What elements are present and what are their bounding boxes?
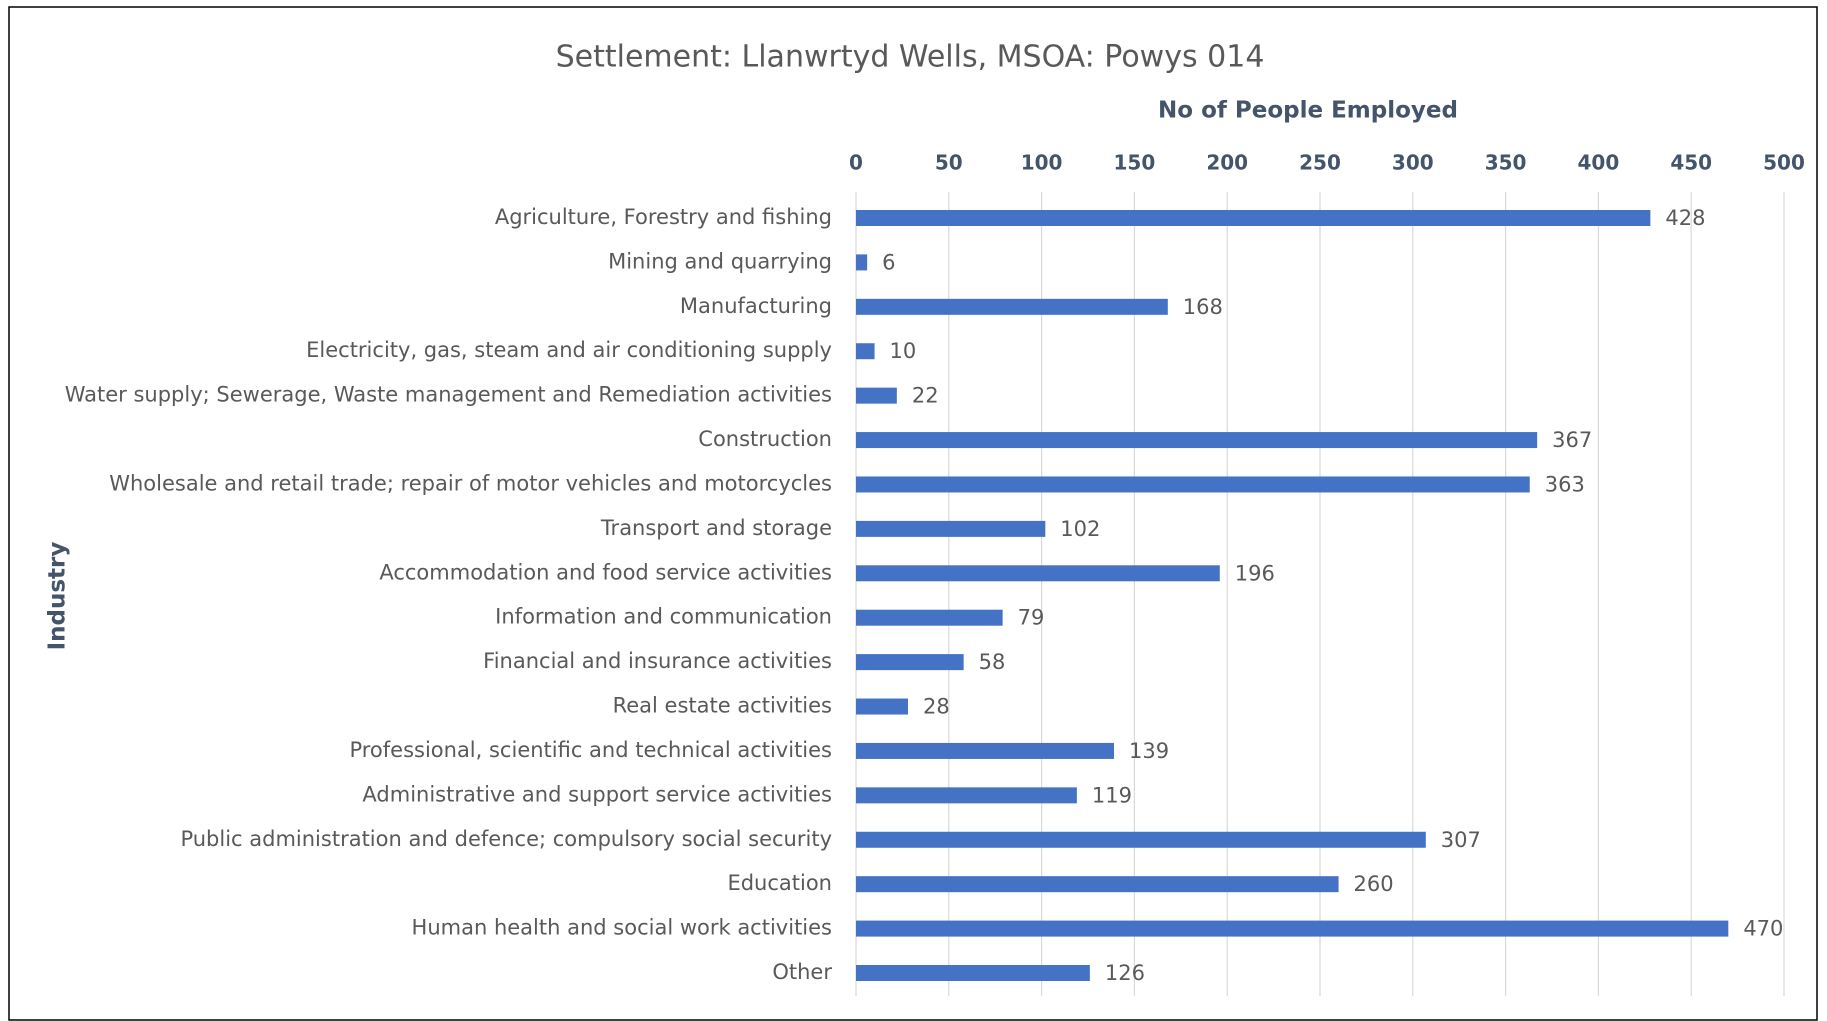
x-tick-label: 500 — [1763, 151, 1805, 175]
bar — [856, 432, 1538, 449]
y-tick-label: Public administration and defence; compu… — [180, 827, 832, 851]
y-tick-label: Other — [772, 960, 832, 984]
x-tick-label: 200 — [1206, 151, 1248, 175]
bar — [856, 787, 1077, 804]
bar — [856, 609, 1003, 626]
data-label: 428 — [1665, 206, 1705, 230]
y-tick-label: Agriculture, Forestry and fishing — [495, 205, 832, 229]
x-tick-label: 300 — [1392, 151, 1434, 175]
y-tick-label: Real estate activities — [613, 694, 832, 718]
data-label: 58 — [979, 650, 1006, 674]
x-tick-label: 250 — [1299, 151, 1341, 175]
x-tick-label: 150 — [1114, 151, 1156, 175]
bar — [856, 565, 1220, 582]
data-label: 307 — [1441, 828, 1481, 852]
y-tick-label: Mining and quarrying — [608, 249, 832, 273]
y-tick-label: Manufacturing — [680, 294, 832, 318]
data-label: 119 — [1092, 783, 1132, 807]
y-tick-label: Transport and storage — [600, 516, 832, 540]
x-axis-title: No of People Employed — [1158, 98, 1458, 124]
y-tick-label: Human health and social work activities — [412, 916, 832, 940]
bar — [856, 742, 1114, 759]
bar — [856, 920, 1729, 937]
y-tick-label: Financial and insurance activities — [483, 649, 832, 673]
x-tick-label: 100 — [1021, 151, 1063, 175]
x-tick-label: 400 — [1578, 151, 1620, 175]
y-tick-label: Administrative and support service activ… — [362, 782, 832, 806]
bar — [856, 254, 868, 271]
bar — [856, 876, 1339, 893]
bar — [856, 210, 1651, 226]
data-label: 79 — [1018, 606, 1045, 630]
bar — [856, 343, 875, 360]
y-tick-label: Wholesale and retail trade; repair of mo… — [109, 471, 832, 495]
data-label: 139 — [1129, 739, 1169, 763]
data-label: 10 — [890, 339, 917, 363]
data-label: 260 — [1354, 872, 1394, 896]
data-label: 22 — [912, 384, 939, 408]
chart-border — [8, 6, 1818, 1021]
bar — [856, 298, 1168, 315]
y-tick-label: Water supply; Sewerage, Waste management… — [65, 383, 832, 407]
bar — [856, 387, 897, 404]
y-tick-label: Information and communication — [495, 605, 832, 629]
bar — [856, 654, 964, 671]
bar — [856, 698, 908, 715]
y-tick-label: Education — [727, 871, 832, 895]
data-label: 28 — [923, 695, 950, 719]
chart-title: Settlement: Llanwrtyd Wells, MSOA: Powys… — [556, 40, 1265, 75]
y-tick-label: Accommodation and food service activitie… — [379, 560, 832, 584]
bar — [856, 476, 1530, 493]
x-tick-label: 350 — [1485, 151, 1527, 175]
y-axis-title: Industry — [45, 542, 71, 651]
data-label: 6 — [882, 250, 895, 274]
bar — [856, 520, 1046, 537]
x-tick-label: 450 — [1670, 151, 1712, 175]
data-label: 126 — [1105, 961, 1145, 985]
y-tick-label: Electricity, gas, steam and air conditio… — [306, 338, 832, 362]
x-tick-label: 0 — [849, 151, 863, 175]
data-label: 196 — [1235, 561, 1275, 585]
y-tick-label: Professional, scientific and technical a… — [349, 738, 832, 762]
data-label: 367 — [1552, 428, 1592, 452]
bar — [856, 965, 1090, 981]
data-label: 470 — [1743, 917, 1783, 941]
x-tick-label: 50 — [935, 151, 963, 175]
y-tick-label: Construction — [698, 427, 832, 451]
data-label: 102 — [1060, 517, 1100, 541]
bar — [856, 831, 1426, 848]
data-label: 168 — [1183, 295, 1223, 319]
data-label: 363 — [1545, 472, 1585, 496]
